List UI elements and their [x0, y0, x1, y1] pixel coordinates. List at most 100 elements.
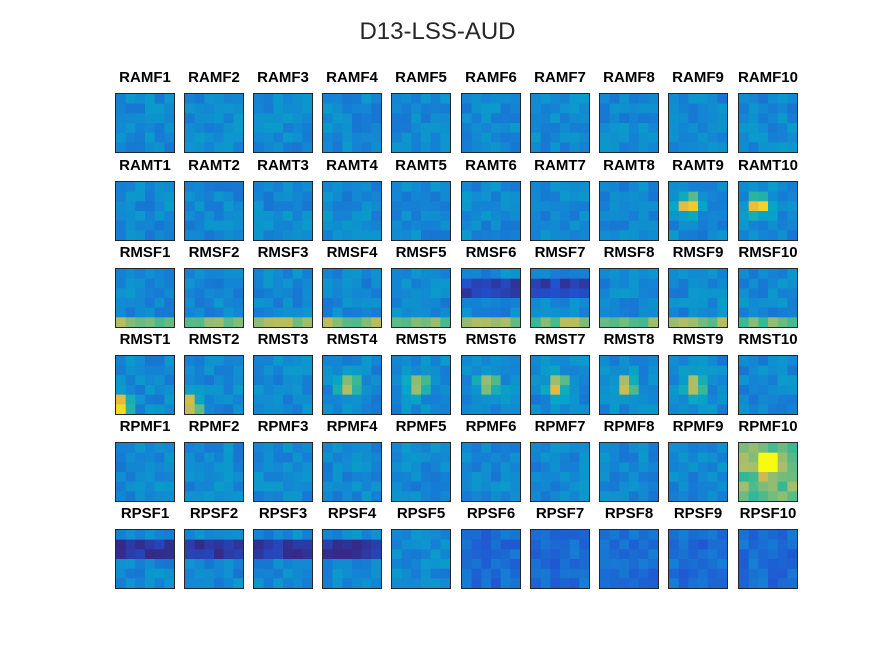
heatmap-cell	[600, 452, 611, 463]
heatmap-cell	[263, 269, 274, 280]
heatmap-cell	[481, 182, 492, 193]
heatmap-cell	[185, 365, 196, 376]
heatmap-cell	[273, 123, 284, 134]
heatmap-cell	[283, 269, 294, 280]
heatmap-cell	[421, 230, 432, 240]
heatmap-cell	[430, 317, 441, 327]
heatmap-cell	[371, 472, 381, 483]
heatmap-cell	[401, 530, 412, 541]
heatmap-cell	[263, 443, 274, 454]
heatmap-cell	[787, 539, 797, 550]
heatmap-cell	[430, 278, 441, 289]
heatmap-cell	[204, 404, 215, 414]
heatmap-cell	[569, 356, 580, 367]
heatmap-cell	[411, 103, 422, 114]
heatmap-cell	[481, 103, 492, 114]
heatmap-cell	[135, 269, 146, 280]
heatmap-cell	[254, 307, 265, 318]
heatmap-cell	[332, 182, 343, 193]
heatmap-cell	[392, 491, 403, 501]
heatmap-cell	[748, 191, 759, 202]
heatmap-cell	[116, 404, 127, 414]
heatmap-cell	[600, 201, 611, 212]
heatmap-cell	[292, 182, 303, 193]
heatmap-cell	[323, 568, 334, 579]
heatmap-cell	[421, 443, 432, 454]
heatmap-cell	[777, 375, 788, 386]
heatmap-cell	[371, 481, 381, 492]
heatmap-cell	[154, 288, 165, 299]
heatmap-cell	[540, 404, 551, 414]
heatmap-cell	[430, 375, 441, 386]
heatmap-cell	[233, 94, 243, 105]
heatmap-cell	[283, 123, 294, 134]
heatmap-cell	[777, 103, 788, 114]
heatmap-cell	[164, 269, 174, 280]
heatmap-cell	[214, 230, 225, 240]
panel-title: RPSF3	[258, 505, 308, 522]
heatmap-cell	[540, 103, 551, 114]
heatmap-cell	[116, 491, 127, 501]
heatmap-cell	[569, 365, 580, 376]
heatmap-cell	[135, 123, 146, 134]
heatmap-cell	[462, 201, 473, 212]
heatmap-cell	[194, 462, 205, 473]
heatmap-cell	[688, 230, 699, 240]
heatmap-cell	[352, 288, 363, 299]
heatmap-cell	[500, 481, 511, 492]
heatmap-cell	[569, 103, 580, 114]
heatmap-cell	[342, 142, 353, 152]
heatmap-cell	[263, 278, 274, 289]
heatmap-image	[462, 182, 520, 240]
heatmap-cell	[223, 472, 234, 483]
heatmap-cell	[411, 530, 422, 541]
heatmap-cell	[194, 385, 205, 396]
heatmap-cell	[739, 481, 750, 492]
heatmap-cell	[569, 539, 580, 550]
heatmap-cell	[185, 559, 196, 570]
heatmap-cell	[223, 568, 234, 579]
heatmap-cell	[263, 578, 274, 588]
heatmap-cell	[560, 404, 571, 414]
heatmap-cell	[332, 559, 343, 570]
heatmap-panel	[461, 268, 521, 328]
heatmap-cell	[569, 142, 580, 152]
heatmap-panel	[184, 529, 244, 589]
heatmap-cell	[223, 288, 234, 299]
heatmap-cell	[154, 559, 165, 570]
heatmap-cell	[638, 356, 649, 367]
heatmap-panel	[461, 529, 521, 589]
panel-title: RMSF6	[465, 244, 517, 261]
heatmap-cell	[342, 472, 353, 483]
heatmap-cell	[125, 201, 136, 212]
heatmap-cell	[185, 404, 196, 414]
heatmap-panel	[184, 442, 244, 502]
heatmap-cell	[392, 288, 403, 299]
heatmap-cell	[273, 113, 284, 124]
heatmap-cell	[292, 288, 303, 299]
heatmap-cell	[254, 491, 265, 501]
heatmap-cell	[194, 113, 205, 124]
heatmap-cell	[361, 191, 372, 202]
heatmap-cell	[717, 211, 727, 222]
heatmap-cell	[707, 94, 718, 105]
heatmap-cell	[302, 559, 312, 570]
heatmap-cell	[233, 298, 243, 309]
panel-title: RAMT1	[119, 157, 171, 174]
heatmap-cell	[531, 356, 542, 367]
heatmap-cell	[758, 578, 769, 588]
heatmap-cell	[510, 365, 520, 376]
heatmap-cell	[233, 394, 243, 405]
heatmap-cell	[164, 481, 174, 492]
heatmap-cell	[332, 356, 343, 367]
heatmap-cell	[707, 568, 718, 579]
heatmap-cell	[569, 288, 580, 299]
heatmap-cell	[688, 94, 699, 105]
heatmap-cell	[116, 123, 127, 134]
heatmap-cell	[421, 317, 432, 327]
heatmap-cell	[116, 201, 127, 212]
heatmap-cell	[401, 113, 412, 124]
heatmap-cell	[361, 220, 372, 231]
heatmap-cell	[430, 94, 441, 105]
heatmap-cell	[491, 201, 502, 212]
